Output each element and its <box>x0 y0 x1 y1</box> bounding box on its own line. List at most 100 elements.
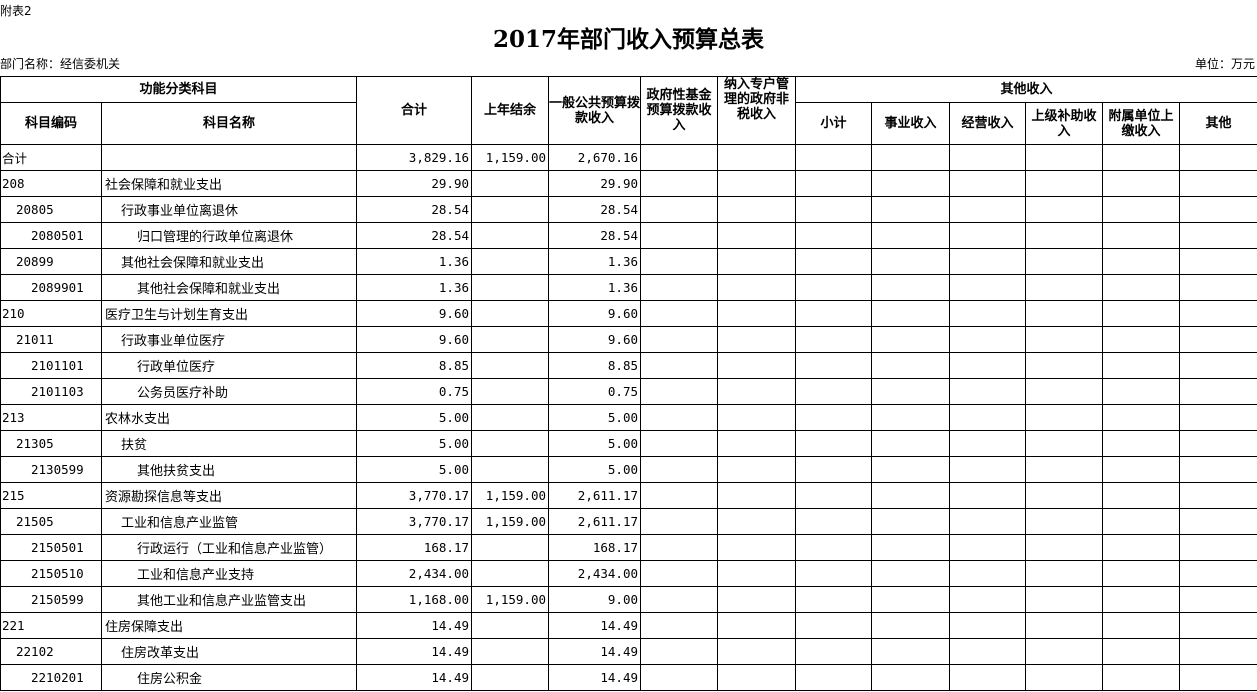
empty-cell <box>640 560 719 587</box>
carry-cell <box>471 170 550 197</box>
empty-cell <box>795 612 873 639</box>
empty-cell <box>1025 378 1104 405</box>
code-cell: 20805 <box>0 196 102 223</box>
table-row: 21505 工业和信息产业监管 3,770.17 1,159.00 2,611.17 <box>0 508 1257 535</box>
empty-cell <box>871 404 951 431</box>
empty-cell <box>717 274 797 301</box>
name-cell: 公务员医疗补助 <box>100 378 358 405</box>
empty-cell <box>717 170 797 197</box>
empty-cell <box>1102 404 1181 431</box>
empty-cell <box>1102 248 1181 275</box>
total-cell: 5.00 <box>356 456 473 483</box>
code-cell: 2210201 <box>0 664 102 691</box>
empty-cell <box>1179 456 1257 483</box>
budget-table: 功能分类科目 合计 上年结余 一般公共预算拨款收入 政府性基金预算拨款收入 纳入… <box>0 76 1257 691</box>
table-row: 2080501 归口管理的行政单位离退休 28.54 28.54 <box>0 222 1257 249</box>
carry-cell <box>471 300 550 327</box>
empty-cell <box>795 638 873 665</box>
empty-cell <box>717 222 797 249</box>
code-cell: 2150510 <box>0 560 102 587</box>
empty-cell <box>717 534 797 561</box>
table-row: 2101103 公务员医疗补助 0.75 0.75 <box>0 378 1257 405</box>
empty-cell <box>1179 482 1257 509</box>
empty-cell <box>640 352 719 379</box>
carry-cell <box>471 274 550 301</box>
header-subtotal: 小计 <box>795 102 873 145</box>
code-cell: 221 <box>0 612 102 639</box>
name-cell: 其他社会保障和就业支出 <box>100 274 358 301</box>
general-cell: 0.75 <box>548 378 642 405</box>
empty-cell <box>949 196 1027 223</box>
header-general: 一般公共预算拨款收入 <box>548 76 642 145</box>
empty-cell <box>1025 274 1104 301</box>
name-cell: 工业和信息产业支持 <box>100 560 358 587</box>
carry-cell: 1,159.00 <box>471 508 550 535</box>
total-cell: 1.36 <box>356 248 473 275</box>
empty-cell <box>1102 274 1181 301</box>
header-operating: 经营收入 <box>949 102 1027 145</box>
empty-cell <box>949 508 1027 535</box>
code-cell: 2089901 <box>0 274 102 301</box>
code-cell: 215 <box>0 482 102 509</box>
empty-cell <box>640 248 719 275</box>
empty-cell <box>1102 456 1181 483</box>
table-row: 215 资源勘探信息等支出 3,770.17 1,159.00 2,611.17 <box>0 482 1257 509</box>
empty-cell <box>1179 560 1257 587</box>
empty-cell <box>1102 664 1181 691</box>
name-cell: 行政运行（工业和信息产业监管） <box>100 534 358 561</box>
name-cell: 工业和信息产业监管 <box>100 508 358 535</box>
empty-cell <box>1102 508 1181 535</box>
empty-cell <box>795 274 873 301</box>
empty-cell <box>949 404 1027 431</box>
department-name: 部门名称：经信委机关 <box>0 57 121 71</box>
empty-cell <box>949 430 1027 457</box>
empty-cell <box>871 430 951 457</box>
empty-cell <box>1025 638 1104 665</box>
empty-cell <box>1025 482 1104 509</box>
name-cell: 其他扶贫支出 <box>100 456 358 483</box>
name-cell: 其他社会保障和就业支出 <box>100 248 358 275</box>
name-cell: 社会保障和就业支出 <box>100 170 358 197</box>
empty-cell <box>640 274 719 301</box>
empty-cell <box>949 170 1027 197</box>
empty-cell <box>717 560 797 587</box>
empty-cell <box>1102 170 1181 197</box>
unit-label: 单位：万元 <box>1194 57 1255 71</box>
carry-cell <box>471 222 550 249</box>
empty-cell <box>640 144 719 171</box>
carry-cell <box>471 248 550 275</box>
header-code: 科目编码 <box>0 102 102 145</box>
table-row: 213 农林水支出 5.00 5.00 <box>0 404 1257 431</box>
empty-cell <box>795 222 873 249</box>
empty-cell <box>795 326 873 353</box>
carry-cell <box>471 456 550 483</box>
table-row: 208 社会保障和就业支出 29.90 29.90 <box>0 170 1257 197</box>
page-title: 2017年部门收入预算总表 <box>492 26 764 53</box>
header-business: 事业收入 <box>871 102 951 145</box>
empty-cell <box>1179 352 1257 379</box>
empty-cell <box>871 560 951 587</box>
empty-cell <box>1102 300 1181 327</box>
general-cell: 2,434.00 <box>548 560 642 587</box>
carry-cell <box>471 196 550 223</box>
total-cell: 0.75 <box>356 378 473 405</box>
empty-cell <box>1102 482 1181 509</box>
empty-cell <box>717 664 797 691</box>
general-cell: 168.17 <box>548 534 642 561</box>
empty-cell <box>1102 612 1181 639</box>
carry-cell <box>471 378 550 405</box>
empty-cell <box>1025 170 1104 197</box>
empty-cell <box>795 482 873 509</box>
code-cell: 22102 <box>0 638 102 665</box>
empty-cell <box>1025 222 1104 249</box>
name-cell: 医疗卫生与计划生育支出 <box>100 300 358 327</box>
empty-cell <box>717 326 797 353</box>
empty-cell <box>1179 664 1257 691</box>
empty-cell <box>1102 222 1181 249</box>
empty-cell <box>871 248 951 275</box>
carry-cell <box>471 326 550 353</box>
general-cell: 28.54 <box>548 222 642 249</box>
code-cell: 2101101 <box>0 352 102 379</box>
total-cell: 14.49 <box>356 612 473 639</box>
general-cell: 14.49 <box>548 612 642 639</box>
